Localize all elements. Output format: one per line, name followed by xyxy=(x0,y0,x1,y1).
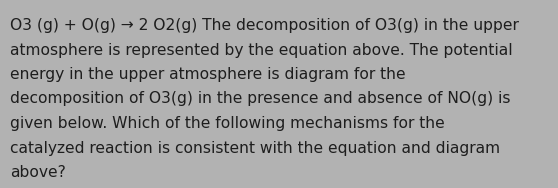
Text: catalyzed reaction is consistent with the equation and diagram: catalyzed reaction is consistent with th… xyxy=(10,140,500,155)
Text: energy in the upper atmosphere is diagram for the: energy in the upper atmosphere is diagra… xyxy=(10,67,406,82)
Text: above?: above? xyxy=(10,165,66,180)
Text: given below. Which of the following mechanisms for the: given below. Which of the following mech… xyxy=(10,116,445,131)
Text: O3 (g) + O(g) → 2 O2(g) The decomposition of O3(g) in the upper: O3 (g) + O(g) → 2 O2(g) The decompositio… xyxy=(10,18,519,33)
Text: decomposition of O3(g) in the presence and absence of NO(g) is: decomposition of O3(g) in the presence a… xyxy=(10,92,511,106)
Text: atmosphere is represented by the equation above. The potential: atmosphere is represented by the equatio… xyxy=(10,42,513,58)
